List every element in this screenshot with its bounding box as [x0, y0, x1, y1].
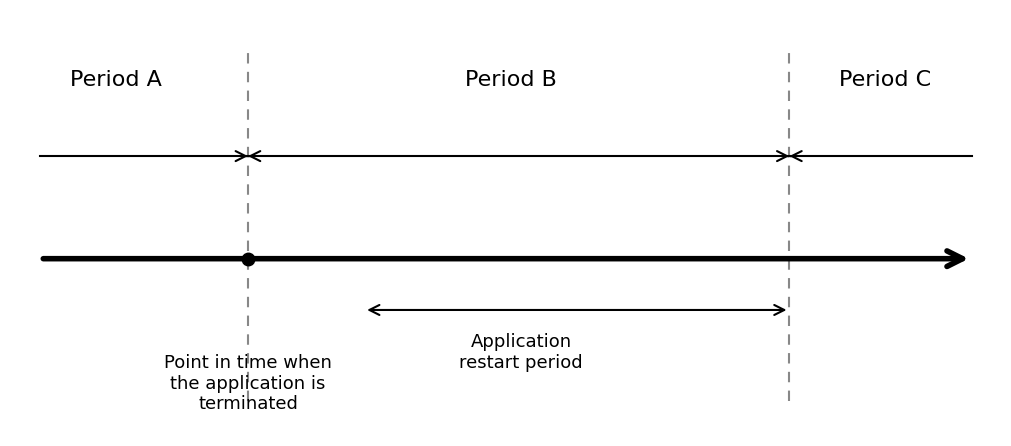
Text: Period A: Period A: [71, 70, 162, 90]
Text: Period C: Period C: [838, 70, 931, 90]
Text: Application
restart period: Application restart period: [459, 333, 582, 372]
Text: Point in time when
the application is
terminated: Point in time when the application is te…: [164, 354, 332, 413]
Text: Period B: Period B: [465, 70, 556, 90]
